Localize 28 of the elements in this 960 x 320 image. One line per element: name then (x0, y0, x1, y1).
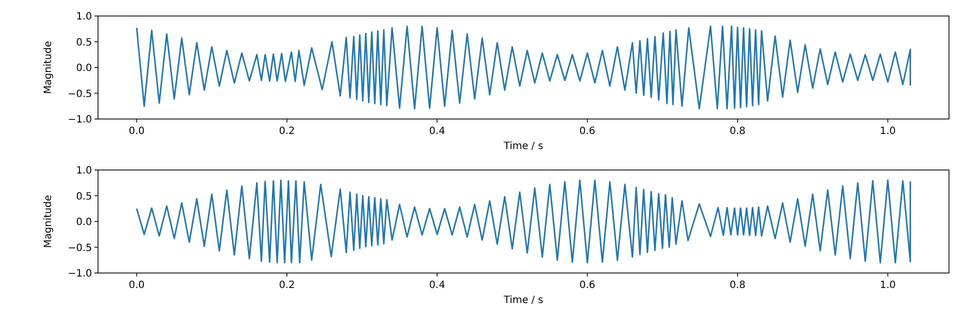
x-tick-label: 0.8 (730, 280, 746, 291)
x-axis-title: Time / s (502, 141, 544, 152)
x-tick-label: 0.2 (278, 126, 295, 137)
x-tick-label: 0.0 (128, 280, 145, 291)
y-tick-label: −1.0 (68, 114, 92, 126)
y-tick-label: 0.0 (76, 63, 92, 74)
x-tick-label: 0.0 (128, 126, 145, 137)
y-tick-label: 1.0 (76, 12, 92, 22)
y-axis-title: Magnitude (43, 195, 54, 248)
y-tick-label: −0.5 (68, 242, 92, 254)
x-tick-label: 0.8 (730, 126, 746, 137)
y-tick-label: 0.5 (76, 191, 92, 202)
x-tick-label: 0.6 (579, 280, 596, 291)
y-tick-label: 0.0 (76, 217, 92, 228)
x-tick-label: 0.4 (429, 126, 446, 137)
x-tick-label: 0.4 (429, 280, 446, 291)
line-series (136, 180, 912, 264)
y-tick-label: −1.0 (68, 268, 92, 280)
x-axis-title: Time / s (502, 295, 544, 306)
y-axis-title: Magnitude (43, 41, 54, 94)
x-tick-label: 1.0 (880, 126, 896, 137)
x-tick-label: 0.6 (579, 126, 596, 137)
x-tick-label: 0.2 (278, 280, 295, 291)
y-tick-label: −0.5 (68, 88, 92, 100)
y-tick-label: 1.0 (76, 166, 92, 176)
y-tick-label: 0.5 (76, 37, 92, 48)
line-series (136, 26, 912, 110)
x-tick-label: 1.0 (880, 280, 896, 291)
